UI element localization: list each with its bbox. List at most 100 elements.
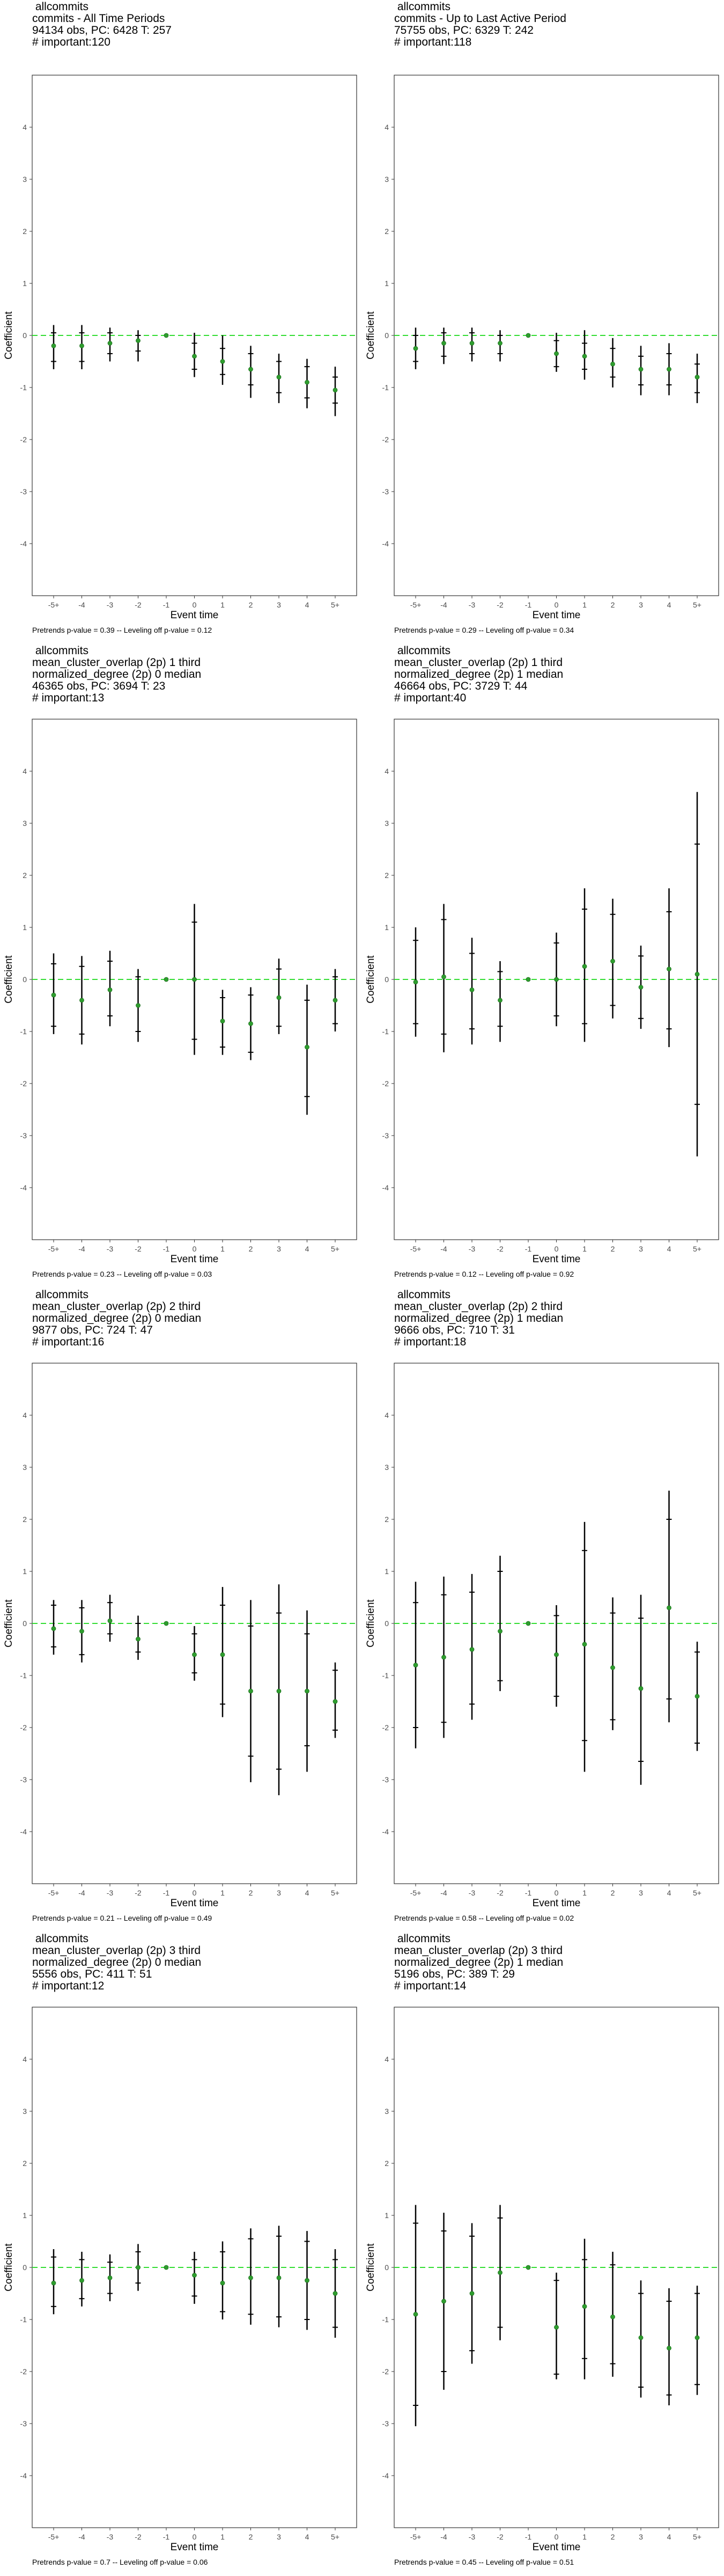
pvalue-caption: Pretrends p-value = 0.23 -- Leveling off… (32, 1270, 212, 1278)
title-line-5: # important:18 (394, 1336, 467, 1348)
x-tick-label: 0 (193, 2533, 197, 2541)
coefficient-point (107, 987, 113, 992)
x-tick-label: -2 (135, 1245, 142, 1253)
y-tick-label: -3 (20, 1131, 27, 1140)
y-axis-label: Coefficient (365, 311, 376, 360)
title-line-5: # important:13 (32, 692, 105, 704)
y-tick-label: 2 (23, 227, 27, 236)
y-tick-label: 1 (385, 279, 389, 288)
coefficient-point (582, 964, 587, 969)
x-tick-label: 2 (611, 1889, 615, 1897)
coefficient-point (498, 1629, 503, 1634)
x-tick-label: -2 (497, 2533, 504, 2541)
x-axis-label: Event time (171, 610, 219, 621)
y-tick-label: -4 (382, 539, 389, 548)
coefficient-point (498, 998, 503, 1003)
coefficient-point (695, 375, 700, 379)
coefficient-point (413, 2311, 418, 2317)
coefficient-point (305, 1044, 309, 1050)
coefficient-point (469, 2291, 475, 2296)
x-tick-label: 4 (667, 1889, 671, 1897)
y-tick-label: -1 (382, 2315, 389, 2324)
x-tick-label: 4 (305, 601, 309, 609)
x-tick-label: -3 (107, 1889, 114, 1897)
title-line-2: mean_cluster_overlap (2p) 3 third (32, 1944, 201, 1957)
y-tick-label: 0 (385, 331, 389, 340)
y-tick-label: 0 (385, 975, 389, 984)
x-tick-label: 0 (193, 1889, 197, 1897)
coefficient-point (305, 379, 309, 385)
x-tick-label: -5+ (48, 1245, 60, 1253)
x-tick-label: 4 (667, 601, 671, 609)
x-tick-label: -2 (497, 1245, 504, 1253)
coefficient-point (79, 2278, 84, 2283)
x-tick-label: -2 (135, 1889, 142, 1897)
x-tick-label: 2 (611, 601, 615, 609)
y-tick-label: 0 (385, 1619, 389, 1628)
pvalue-caption: Pretrends p-value = 0.12 -- Leveling off… (394, 1270, 574, 1278)
coefficient-plot: -4 -3 -2 -1 0 1 2 3 4 -5+ -4 -3 -2 -1 0 1 2 3 4 5+ Event tim… (365, 1363, 719, 1909)
x-tick-label: -4 (78, 1245, 85, 1253)
y-tick-label: 3 (23, 2107, 27, 2116)
title-line-3: normalized_degree (2p) 0 median (32, 668, 202, 680)
title-line-4: 9666 obs, PC: 710 T: 31 (394, 1324, 515, 1336)
x-tick-label: -4 (440, 1889, 447, 1897)
title-line-1: allcommits (32, 1933, 89, 1945)
y-tick-label: -4 (20, 2471, 27, 2480)
title-line-2: commits - All Time Periods (32, 12, 165, 25)
x-axis-label: Event time (533, 1898, 581, 1909)
coefficient-point (107, 1618, 113, 1623)
y-tick-label: -2 (20, 2367, 27, 2376)
coefficient-point (554, 1652, 559, 1657)
coefficient-point (333, 2291, 338, 2296)
x-tick-label: 4 (305, 2533, 309, 2541)
x-tick-label: 1 (220, 601, 225, 609)
coefficient-point (164, 2265, 169, 2270)
coefficient-point (51, 1626, 56, 1631)
x-tick-label: 2 (249, 601, 253, 609)
title-line-3: normalized_degree (2p) 1 median (394, 1956, 564, 1968)
y-tick-label: -2 (382, 1723, 389, 1732)
y-tick-label: -3 (382, 1775, 389, 1784)
coefficient-point (136, 2265, 141, 2270)
coefficient-point (248, 1021, 253, 1026)
y-tick-label: 2 (385, 2159, 389, 2168)
coefficient-point (441, 974, 446, 979)
coefficient-point (638, 2335, 644, 2340)
coefficient-point (305, 2278, 309, 2283)
y-tick-label: -3 (20, 487, 27, 496)
panel-title: allcommits mean_cluster_overlap (2p) 3 t… (394, 1933, 563, 1992)
coefficient-point (164, 1621, 169, 1626)
coefficient-point (276, 2275, 282, 2280)
coefficient-point (638, 985, 644, 990)
coefficient-point (248, 2275, 253, 2280)
panel-title: allcommits mean_cluster_overlap (2p) 1 t… (394, 645, 563, 704)
x-axis-label: Event time (171, 2542, 219, 2553)
coefficient-point (526, 333, 531, 338)
y-tick-label: -4 (20, 1827, 27, 1836)
coefficient-point (667, 367, 671, 372)
x-tick-label: -4 (440, 601, 447, 609)
x-tick-label: 5+ (331, 2533, 339, 2541)
x-tick-label: -3 (469, 601, 476, 609)
coefficient-point (610, 958, 615, 964)
title-line-2: commits - Up to Last Active Period (394, 12, 566, 25)
x-tick-label: 3 (639, 1245, 643, 1253)
x-tick-label: 1 (582, 601, 587, 609)
title-line-3: 94134 obs, PC: 6428 T: 257 (32, 24, 172, 36)
coefficient-point (610, 1665, 615, 1670)
x-tick-label: -1 (163, 2533, 170, 2541)
x-tick-label: 4 (667, 2533, 671, 2541)
x-tick-label: 4 (667, 1245, 671, 1253)
x-tick-label: 2 (249, 1245, 253, 1253)
chart-panel-6: allcommits mean_cluster_overlap (2p) 2 t… (362, 1288, 724, 1932)
y-tick-label: 4 (23, 767, 27, 775)
y-tick-label: -3 (382, 1131, 389, 1140)
coefficient-point (164, 333, 169, 338)
x-tick-label: -3 (107, 2533, 114, 2541)
x-tick-label: 1 (220, 1245, 225, 1253)
coefficient-point (582, 1642, 587, 1647)
panel-title: allcommits commits - All Time Periods 94… (32, 1, 172, 48)
x-tick-label: -1 (525, 1889, 532, 1897)
title-line-1: allcommits (394, 645, 451, 657)
